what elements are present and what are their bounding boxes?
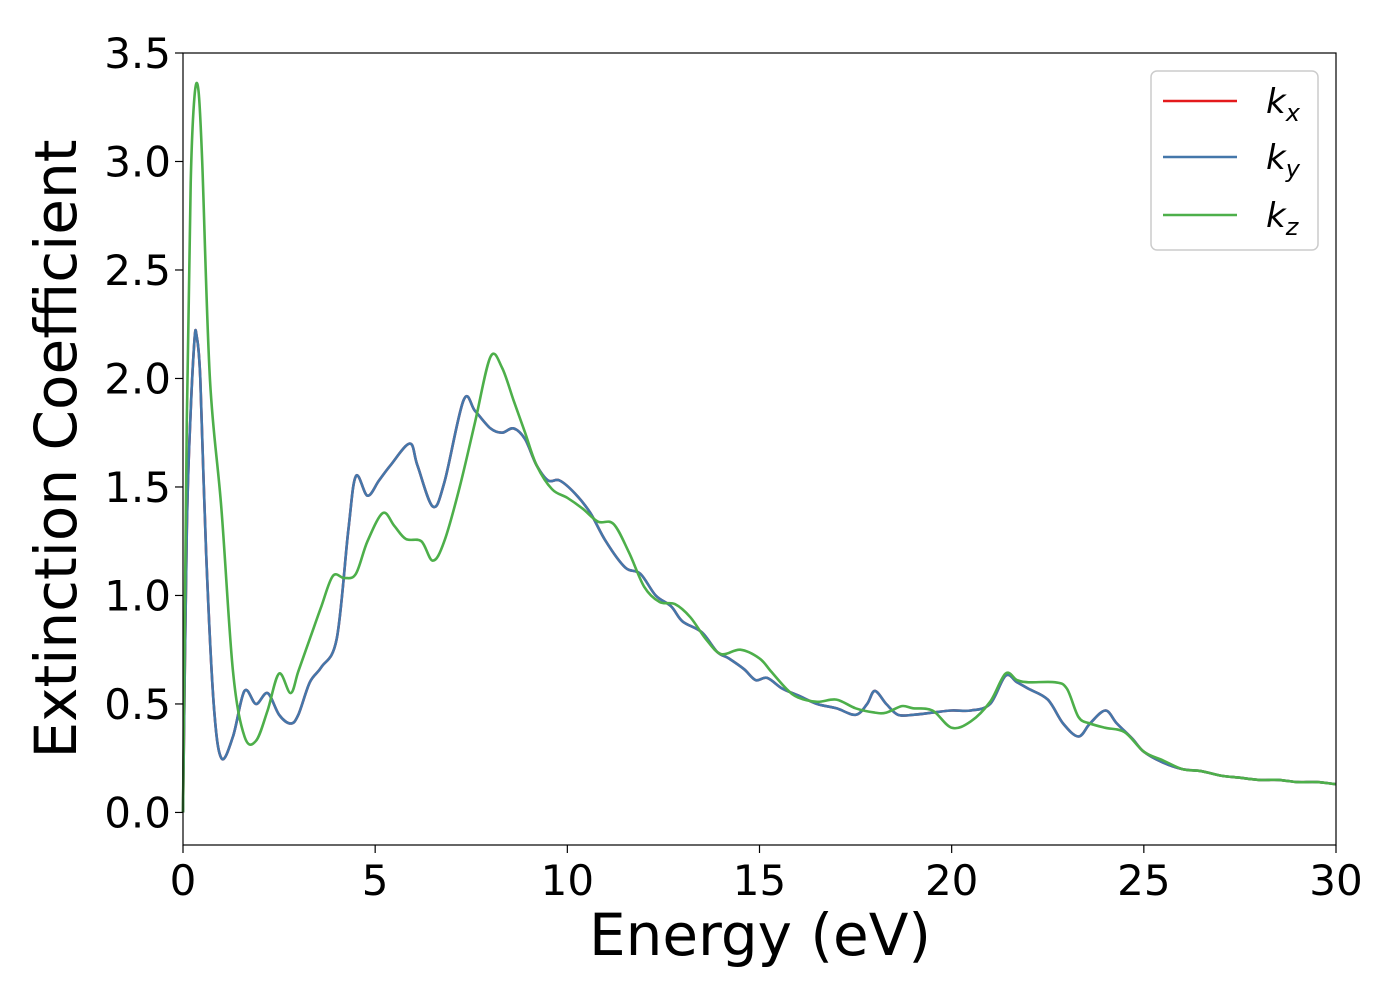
- series-line-z: [181, 81, 1337, 813]
- x-tick-label: 5: [362, 856, 389, 905]
- x-axis-ticks: 0 5 10 15 20 25 30: [170, 845, 1363, 905]
- y-axis-ticks: 0.0 0.5 1.0 1.5 2.0 2.5 3.0 3.5: [104, 29, 183, 837]
- legend-label-y: ky: [1266, 138, 1301, 183]
- y-tick-label: 2.0: [104, 354, 171, 403]
- series-line-y: [181, 328, 1337, 813]
- x-tick-label: 25: [1117, 856, 1170, 905]
- legend-label-z: kz: [1266, 196, 1300, 241]
- series-lines: [181, 81, 1337, 813]
- legend-label-x: kx: [1266, 82, 1301, 127]
- legend: kx ky kz: [1150, 70, 1319, 251]
- y-tick-label: 0.0: [104, 788, 171, 837]
- x-tick-label: 10: [541, 856, 594, 905]
- x-tick-label: 0: [170, 856, 197, 905]
- x-tick-label: 20: [925, 856, 978, 905]
- y-tick-label: 3.5: [104, 29, 171, 78]
- y-tick-label: 1.0: [104, 571, 171, 620]
- x-tick-label: 30: [1309, 856, 1362, 905]
- y-axis-title: Extinction Coefficient: [22, 140, 90, 759]
- x-axis-title: Energy (eV): [589, 901, 931, 969]
- y-tick-label: 2.5: [104, 246, 171, 295]
- y-tick-label: 1.5: [104, 463, 171, 512]
- y-tick-label: 0.5: [104, 680, 171, 729]
- legend-box: [1150, 70, 1319, 251]
- y-tick-label: 3.0: [104, 137, 171, 186]
- x-tick-label: 15: [733, 856, 786, 905]
